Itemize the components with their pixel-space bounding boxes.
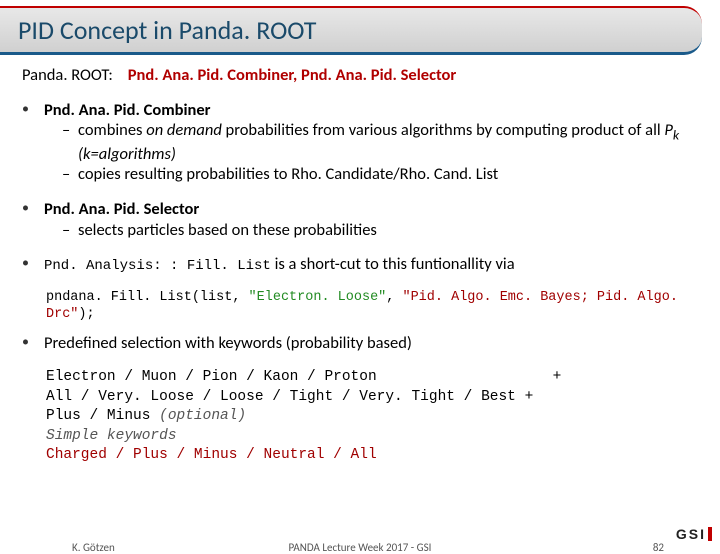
footer-page: 82: [653, 541, 664, 554]
opt-line-3: Plus / Minus (optional): [46, 407, 698, 427]
slide-content: Panda. ROOT: Pnd. Ana. Pid. Combiner, Pn…: [0, 55, 720, 466]
opt-line-2: All / Very. Loose / Loose / Tight / Very…: [46, 388, 698, 408]
opt3b: (optional): [150, 408, 246, 424]
selector-sub1: selects particles based on these probabi…: [62, 220, 694, 241]
plus2: +: [516, 389, 533, 405]
bullet-predefined: Predefined selection with keywords (prob…: [22, 333, 698, 354]
bullet-selector: Pnd. Ana. Pid. Selector selects particle…: [22, 199, 698, 240]
gsi-slash-icon: [708, 527, 712, 541]
code-example: pndana. Fill. List(list, "Electron. Loos…: [46, 290, 698, 324]
combiner-sub1: combines on demand probabilities from va…: [62, 120, 694, 164]
predefined-head: Predefined selection with keywords (prob…: [44, 333, 412, 353]
opt2: All / Very. Loose / Loose / Tight / Very…: [46, 389, 516, 405]
title-bar: PID Concept in Panda. ROOT: [0, 6, 702, 55]
code-comma: ,: [386, 290, 402, 305]
bullet-filllist: Pnd. Analysis: : Fill. List is a short-c…: [22, 254, 698, 276]
opt-line-5: Charged / Plus / Minus / Neutral / All: [46, 446, 698, 466]
p: P: [664, 120, 673, 140]
copies-text: copies resulting probabilities to Rho. C…: [78, 164, 690, 185]
bullet-list: Pnd. Ana. Pid. Combiner combines on dema…: [22, 100, 698, 276]
txt: combines: [78, 120, 146, 140]
k-sub: k: [673, 127, 679, 144]
code-end: );: [78, 307, 94, 322]
k-algo: (k=algorithms): [78, 144, 176, 164]
code-str-green: "Electron. Loose": [249, 290, 387, 305]
selects-text: selects particles based on these probabi…: [78, 220, 690, 241]
txt: probabilities from various algorithms by…: [222, 120, 665, 140]
subtitle-prefix: Panda. ROOT:: [22, 65, 113, 85]
combiner-sub2: copies resulting probabilities to Rho. C…: [62, 164, 694, 185]
on-demand: on demand: [146, 120, 222, 140]
slide-title: PID Concept in Panda. ROOT: [18, 14, 684, 46]
combiner-head: Pnd. Ana. Pid. Combiner: [44, 100, 211, 120]
opt1: Electron / Muon / Pion / Kaon / Proton: [46, 369, 377, 385]
bullet-list-2: Predefined selection with keywords (prob…: [22, 333, 698, 354]
opt3a: Plus / Minus: [46, 408, 150, 424]
plus1: +: [553, 369, 562, 385]
opt-line-1: Electron / Muon / Pion / Kaon / Proton +: [46, 368, 698, 388]
filllist-tail: is a short-cut to this funtionallity via: [271, 254, 515, 274]
footer-event: PANDA Lecture Week 2017 - GSI: [0, 541, 720, 554]
options-block: Electron / Muon / Pion / Kaon / Proton+ …: [46, 368, 698, 466]
subtitle-classes: Pnd. Ana. Pid. Combiner, Pnd. Ana. Pid. …: [128, 65, 457, 85]
bullet-combiner: Pnd. Ana. Pid. Combiner combines on dema…: [22, 100, 698, 185]
opt-line-4: Simple keywords: [46, 427, 698, 447]
subtitle: Panda. ROOT: Pnd. Ana. Pid. Combiner, Pn…: [22, 65, 698, 86]
filllist-mono: Pnd. Analysis: : Fill. List: [44, 258, 271, 274]
selector-head: Pnd. Ana. Pid. Selector: [44, 199, 199, 219]
code-a: pndana. Fill. List(list,: [46, 290, 249, 305]
